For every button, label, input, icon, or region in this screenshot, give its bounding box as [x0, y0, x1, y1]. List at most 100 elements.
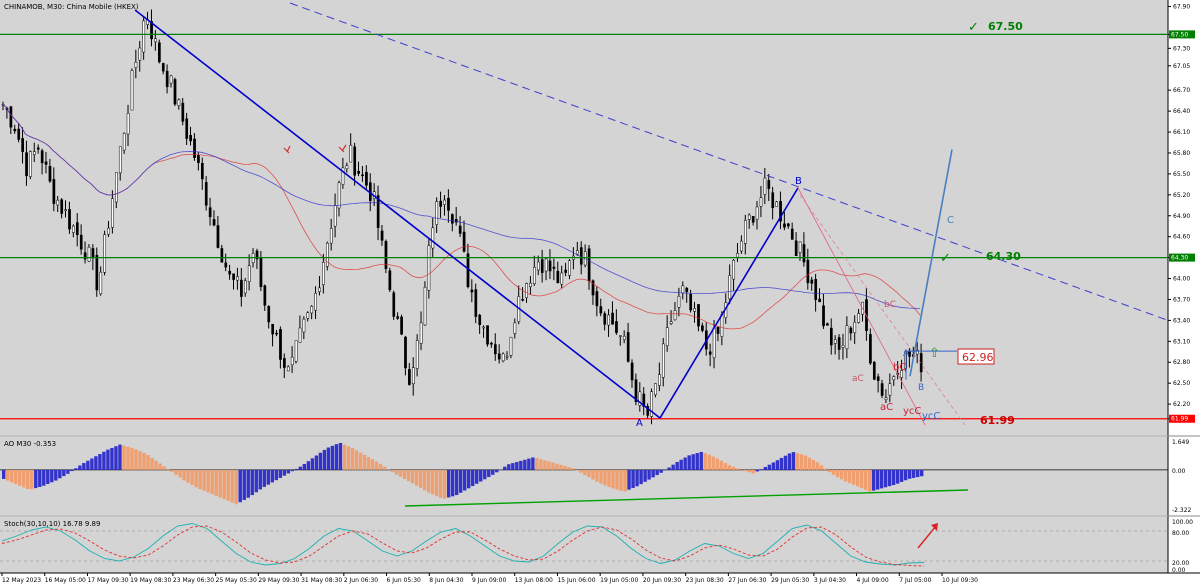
- ao-bar: [463, 469, 467, 491]
- ao-bar: [378, 463, 383, 470]
- ao-bar: [775, 460, 780, 470]
- ao-bar: [286, 469, 291, 474]
- ao-bar: [282, 469, 287, 476]
- candle-body: [341, 167, 345, 185]
- ao-bar: [559, 464, 563, 470]
- label-62-96-box: [957, 348, 995, 365]
- price-tick-label: 67.90: [1173, 3, 1190, 10]
- level-price-tag: [1169, 414, 1195, 423]
- ao-bar: [98, 454, 102, 470]
- ao-bar: [511, 463, 515, 470]
- candle-body: [298, 327, 302, 343]
- candle-body: [286, 366, 290, 372]
- ao-bar: [310, 458, 315, 470]
- candle-body: [853, 321, 857, 334]
- time-tick-label: 12 May 2023: [2, 577, 41, 584]
- candle-body: [697, 304, 700, 327]
- candle-body: [826, 323, 829, 326]
- candle-body: [138, 47, 142, 61]
- ao-bar: [226, 469, 230, 501]
- ao-bar: [491, 469, 495, 475]
- price-tick-label: 64.00: [1173, 276, 1190, 283]
- wave-label-C: C: [947, 215, 954, 226]
- time-axis-labels: 12 May 2023 16 May 05:00 17 May 09:30 19 Ma…: [1, 573, 978, 584]
- candle-body: [747, 214, 751, 220]
- price-tick-label: 62.80: [1173, 359, 1190, 366]
- ao-bar: [102, 451, 106, 470]
- ao-bar: [62, 469, 66, 477]
- candle-body: [720, 314, 724, 337]
- ao-bar: [487, 469, 491, 478]
- ao-bar: [190, 469, 194, 485]
- ao-bar: [290, 469, 295, 472]
- ao-bar: [362, 454, 367, 470]
- candle-body: [576, 250, 579, 255]
- ao-bar: [38, 469, 42, 487]
- ao-bar: [314, 455, 319, 470]
- ao-bar: [130, 447, 134, 470]
- candle-body: [228, 270, 232, 275]
- candle-body: [818, 298, 821, 303]
- ao-bar: [30, 469, 34, 490]
- candle-body: [787, 223, 790, 227]
- ao-bar: [719, 460, 723, 470]
- price-axis-ticks: 67.90 67.50 67.30 67.05 66.70 66.40 66.10 65.80…: [1168, 3, 1195, 423]
- time-tick-label: 23 Jun 08:30: [686, 577, 724, 584]
- ao-bar: [34, 469, 38, 489]
- ao-bar: [354, 450, 359, 470]
- candle-body: [419, 322, 423, 344]
- candle-body: [693, 308, 696, 312]
- candle-body: [622, 335, 626, 340]
- price-tick-label: 65.20: [1173, 192, 1190, 199]
- time-tick-label: 16 May 05:00: [45, 577, 86, 584]
- candle-body: [591, 280, 595, 296]
- ao-bar: [170, 469, 174, 472]
- ao-bar: [827, 469, 832, 473]
- candle-body: [111, 198, 114, 228]
- ao-bar: [907, 469, 912, 479]
- ao-bar: [2, 469, 6, 479]
- ao-bar: [735, 468, 739, 470]
- candle-body: [52, 179, 56, 204]
- candle-body: [872, 361, 876, 380]
- candle-body: [650, 391, 653, 417]
- price-tick-label: 65.50: [1173, 171, 1190, 178]
- candle-body: [536, 261, 540, 271]
- ao-bar: [318, 452, 323, 470]
- candle-body: [189, 134, 192, 142]
- candle-body: [564, 269, 568, 273]
- label-62-96: 62.96: [962, 351, 994, 364]
- ao-bar: [366, 456, 371, 470]
- candle-body: [501, 353, 505, 362]
- ao-bar: [771, 462, 776, 470]
- time-tick-label: 8 Jun 04:30: [429, 577, 463, 584]
- candle-body: [357, 170, 360, 174]
- candle-body: [400, 316, 403, 335]
- ao-bar: [651, 469, 655, 478]
- ao-bar: [587, 469, 591, 478]
- candle-body: [122, 133, 126, 151]
- ao-bar: [70, 469, 74, 472]
- candle-body: [68, 209, 71, 230]
- main-chart-title: CHINAMOB, M30: China Mobile (HKEX): [4, 3, 139, 11]
- candle-body: [806, 259, 810, 284]
- candle-body: [247, 265, 251, 283]
- candle-body: [290, 356, 294, 366]
- candle-body: [478, 314, 482, 325]
- ao-bar: [54, 469, 58, 481]
- ao-bar: [523, 459, 527, 470]
- ao-bar: [667, 467, 671, 470]
- ao-bar: [787, 453, 792, 470]
- candle-body: [548, 260, 552, 272]
- ao-bar: [150, 457, 154, 470]
- candle-body: [255, 250, 259, 260]
- candle-body: [25, 152, 28, 177]
- candle-body: [72, 225, 75, 233]
- candle-body: [220, 248, 224, 263]
- candle-body: [599, 306, 603, 314]
- candle-body: [603, 313, 607, 325]
- ao-bar: [346, 446, 351, 470]
- candle-body: [661, 343, 665, 378]
- wave-label-A1: A: [636, 418, 643, 429]
